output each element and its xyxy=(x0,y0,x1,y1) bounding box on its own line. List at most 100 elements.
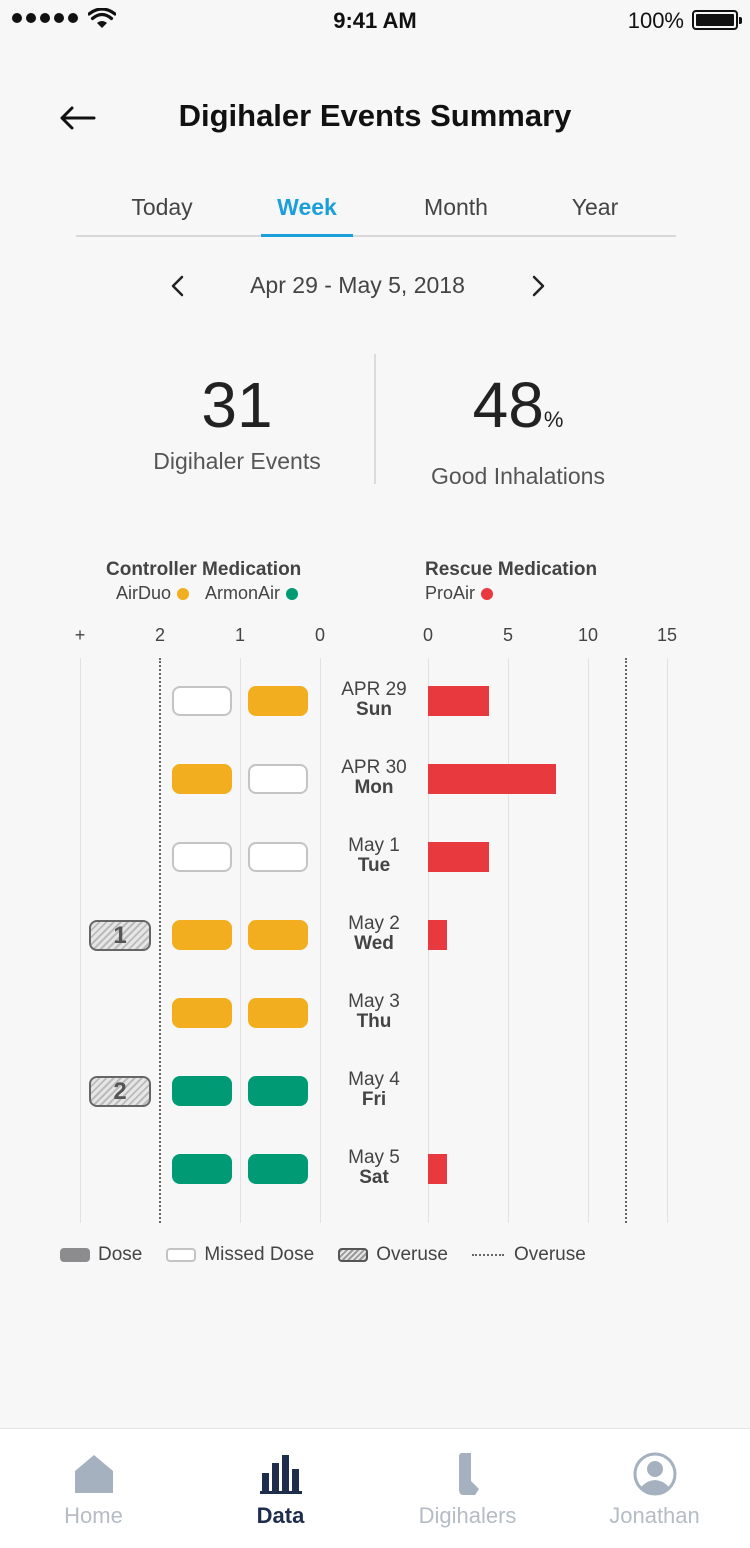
controller-axis-tick-1: 1 xyxy=(234,625,246,645)
nav-data-label: Data xyxy=(256,1503,305,1528)
dose-pill-armonair xyxy=(248,1076,308,1106)
overuse-badge: 1 xyxy=(89,920,151,951)
rescue-bar xyxy=(428,920,447,950)
legend-dose-label: Dose xyxy=(98,1244,143,1265)
day-date: May 2 xyxy=(348,913,400,934)
wifi-icon xyxy=(88,8,116,28)
events-count: 31 xyxy=(201,369,273,441)
nav-data[interactable]: Data xyxy=(187,1429,374,1548)
controller-axis-tick-overuse: + xyxy=(74,625,86,645)
overuse-hatched-swatch xyxy=(338,1248,369,1262)
dose-pill-airduo xyxy=(248,920,308,950)
battery-percentage: 100% xyxy=(627,8,684,33)
rescue-bar xyxy=(428,842,489,872)
nav-profile-label: Jonathan xyxy=(609,1503,700,1528)
rescue-overuse-threshold-line xyxy=(625,658,627,1223)
dose-pill-airduo xyxy=(172,764,232,794)
day-label: APR 30 Mon xyxy=(330,758,418,798)
day-of-week: Sat xyxy=(359,1167,389,1188)
armonair-dot-icon xyxy=(286,587,299,600)
legend-overuse-label: Overuse xyxy=(376,1244,448,1265)
dose-pill-missed xyxy=(172,686,232,716)
dose-pill-airduo xyxy=(248,998,308,1028)
date-navigator: Apr 29 - May 5, 2018 xyxy=(0,270,750,304)
good-inhalations-value: 48% xyxy=(373,368,663,457)
legend-missed-dose-label: Missed Dose xyxy=(204,1244,315,1265)
day-date: May 3 xyxy=(348,991,400,1012)
armonair-legend-label: ArmonAir xyxy=(205,583,281,603)
percent-sign: % xyxy=(543,407,564,432)
gridline xyxy=(667,658,668,1223)
day-label: May 4 Fri xyxy=(330,1070,418,1110)
home-icon xyxy=(75,1455,113,1493)
missed-dose-swatch xyxy=(166,1248,197,1262)
legend-dose: Dose xyxy=(60,1244,142,1266)
good-inhalations-label: Good Inhalations xyxy=(431,463,605,489)
rescue-axis-tick-10: 10 xyxy=(577,625,599,645)
nav-profile[interactable]: Jonathan xyxy=(561,1429,748,1548)
rescue-bar xyxy=(428,686,489,716)
rescue-bar xyxy=(428,1154,447,1184)
day-label: APR 29 Sun xyxy=(330,680,418,720)
period-tabs: Today Week Month Year xyxy=(76,190,676,237)
controller-overuse-threshold-line xyxy=(159,658,161,1223)
day-of-week: Tue xyxy=(357,855,391,876)
gridline xyxy=(588,658,589,1223)
dose-pill-armonair xyxy=(172,1076,232,1106)
day-of-week: Sun xyxy=(356,699,392,720)
cellular-signal-icon xyxy=(12,13,78,23)
tab-week[interactable]: Week xyxy=(277,194,337,220)
dose-pill-airduo xyxy=(172,998,232,1028)
chart-legend: Dose Missed Dose Overuse Overuse xyxy=(60,1244,610,1266)
airduo-legend-label: AirDuo xyxy=(116,583,172,603)
dose-swatch xyxy=(60,1248,90,1262)
back-arrow-icon[interactable] xyxy=(58,100,98,136)
controller-med-legend: AirDuo ArmonAir xyxy=(116,583,299,604)
page-title: Digihaler Events Summary xyxy=(178,98,572,133)
nav-digihalers[interactable]: Digihalers xyxy=(374,1429,561,1548)
rescue-medication-heading: Rescue Medication xyxy=(425,559,598,580)
battery-icon xyxy=(692,10,742,30)
good-inhalations-stat: 48% Good Inhalations xyxy=(373,368,663,490)
nav-digihalers-label: Digihalers xyxy=(418,1503,517,1528)
day-of-week: Mon xyxy=(354,777,394,798)
overuse-dashed-swatch xyxy=(472,1254,504,1256)
bottom-tab-bar: Home Data Digihalers Jonathan xyxy=(0,1428,750,1548)
status-time: 9:41 AM xyxy=(333,8,417,33)
status-bar: 9:41 AM 100% xyxy=(0,0,750,40)
active-tab-indicator xyxy=(261,234,353,237)
rescue-axis-tick-5: 5 xyxy=(502,625,514,645)
day-date: May 5 xyxy=(348,1147,400,1168)
day-date: May 4 xyxy=(348,1069,400,1090)
overuse-badge: 2 xyxy=(89,1076,151,1107)
dose-pill-armonair xyxy=(248,1154,308,1184)
tab-today[interactable]: Today xyxy=(131,194,193,220)
dose-pill-armonair xyxy=(172,1154,232,1184)
day-of-week: Fri xyxy=(361,1089,387,1110)
day-label: May 5 Sat xyxy=(330,1148,418,1188)
tab-year[interactable]: Year xyxy=(571,194,619,220)
day-label: May 2 Wed xyxy=(330,914,418,954)
legend-missed-dose: Missed Dose xyxy=(166,1244,314,1266)
controller-medication-heading: Controller Medication xyxy=(106,559,302,580)
proair-legend-label: ProAir xyxy=(425,583,476,603)
day-label: May 1 Tue xyxy=(330,836,418,876)
good-inhalations-number: 48 xyxy=(472,369,544,441)
legend-overuse-line-label: Overuse xyxy=(514,1244,586,1265)
nav-home-label: Home xyxy=(64,1503,123,1528)
nav-home[interactable]: Home xyxy=(0,1429,187,1548)
tab-month[interactable]: Month xyxy=(424,194,488,220)
rescue-med-legend: ProAir xyxy=(425,583,494,604)
chevron-right-icon[interactable] xyxy=(526,274,550,298)
day-of-week: Wed xyxy=(354,933,394,954)
dose-pill-missed xyxy=(172,842,232,872)
airduo-dot-icon xyxy=(177,587,190,600)
day-date: APR 29 xyxy=(341,679,407,700)
day-label: May 3 Thu xyxy=(330,992,418,1032)
date-range-label: Apr 29 - May 5, 2018 xyxy=(250,272,465,298)
user-avatar-icon xyxy=(633,1452,677,1496)
chevron-left-icon[interactable] xyxy=(166,274,190,298)
legend-overuse-hatched: Overuse xyxy=(338,1244,448,1266)
dose-pill-missed xyxy=(248,842,308,872)
events-label: Digihaler Events xyxy=(153,448,321,474)
